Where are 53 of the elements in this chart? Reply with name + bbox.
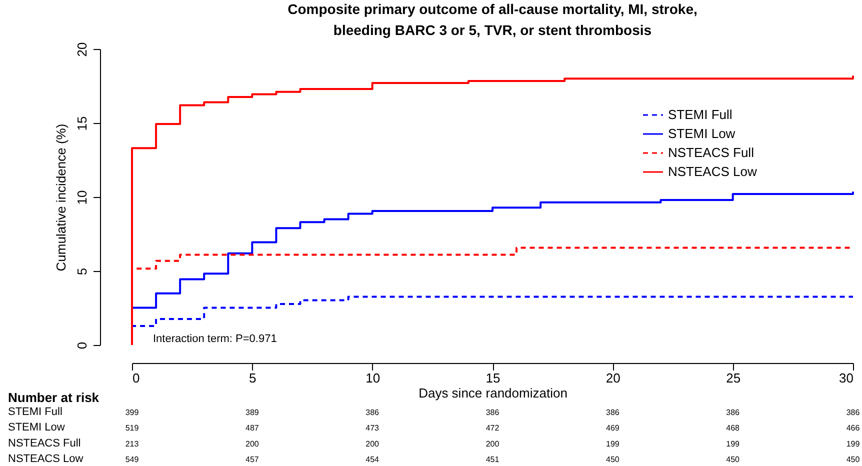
text: 450 bbox=[606, 455, 620, 464]
y-tick-label: 10 bbox=[74, 190, 90, 205]
x-tick-label: 0 bbox=[132, 370, 140, 386]
text: 466 bbox=[846, 424, 860, 433]
x-tick-label: 10 bbox=[366, 370, 380, 386]
text: 200 bbox=[245, 439, 260, 448]
x-tick-label: 25 bbox=[726, 370, 741, 386]
text: 386 bbox=[846, 408, 860, 417]
text: 199 bbox=[606, 439, 620, 448]
text: STEMI Full bbox=[8, 406, 62, 418]
y-tick-label: 5 bbox=[74, 268, 90, 276]
x-tick-label: 30 bbox=[839, 370, 854, 386]
legend-label: STEMI Low bbox=[668, 126, 736, 141]
y-tick-label: 0 bbox=[74, 342, 90, 350]
text: 472 bbox=[486, 424, 500, 433]
text: 469 bbox=[606, 424, 620, 433]
text: 450 bbox=[726, 455, 740, 464]
text: 450 bbox=[846, 455, 860, 464]
text: 199 bbox=[726, 439, 740, 448]
x-axis-title: Days since randomization bbox=[418, 386, 568, 400]
text: 399 bbox=[125, 408, 140, 417]
legend-label: NSTEACS Low bbox=[668, 164, 758, 179]
text: 519 bbox=[125, 424, 140, 433]
x-tick-label: 5 bbox=[249, 370, 256, 386]
text: 200 bbox=[486, 439, 500, 448]
annotation: Interaction term: P=0.971 bbox=[153, 333, 277, 345]
text: 386 bbox=[726, 408, 740, 417]
text: 468 bbox=[726, 424, 740, 433]
text: 389 bbox=[245, 408, 260, 417]
x-tick-label: 15 bbox=[486, 370, 500, 386]
text: 386 bbox=[486, 408, 500, 417]
text: 454 bbox=[366, 455, 380, 464]
text: 457 bbox=[245, 455, 260, 464]
text: 473 bbox=[366, 424, 380, 433]
x-tick-label: 20 bbox=[606, 370, 620, 386]
text: NSTEACS Low bbox=[8, 453, 84, 466]
legend-label: NSTEACS Full bbox=[668, 145, 754, 160]
text: 200 bbox=[366, 439, 380, 448]
legend-label: STEMI Full bbox=[668, 107, 732, 122]
text: Number at risk bbox=[8, 390, 100, 405]
text: 386 bbox=[606, 408, 620, 417]
text: 213 bbox=[125, 439, 140, 448]
chart-title: Composite primary outcome of all-cause mortality, MI, stroke, bleeding BARC 3 or 5, TVR, or stent thrombosis bbox=[288, 0, 698, 38]
y-axis-title: Cumulative incidence (%) bbox=[54, 124, 68, 272]
text: 487 bbox=[245, 424, 260, 433]
y-tick-label: 20 bbox=[74, 42, 90, 57]
text: STEMI Low bbox=[8, 422, 65, 434]
text: 386 bbox=[366, 408, 380, 417]
text: 199 bbox=[846, 439, 860, 448]
text: 451 bbox=[486, 455, 500, 464]
text: 549 bbox=[125, 455, 140, 464]
y-tick-label: 15 bbox=[74, 116, 90, 131]
text: NSTEACS Full bbox=[8, 437, 81, 450]
